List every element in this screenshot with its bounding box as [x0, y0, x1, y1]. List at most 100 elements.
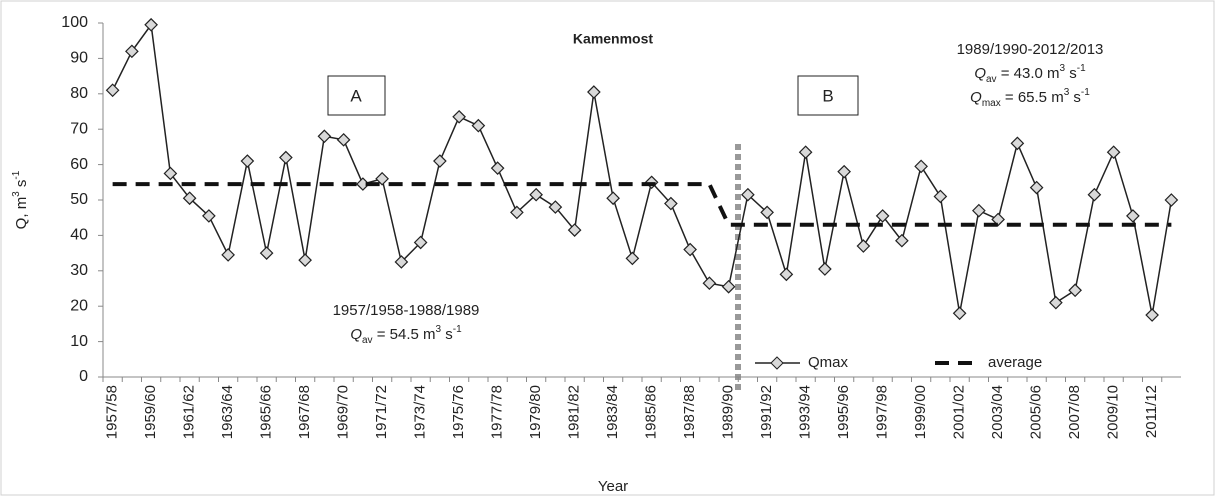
marker — [413, 235, 428, 250]
x-tick-label: 1981/82 — [566, 385, 583, 439]
average-line — [112, 182, 1172, 227]
x-tick-label: 1983/84 — [604, 385, 621, 439]
x-tick-label: 2009/10 — [1105, 385, 1122, 439]
x-tick-label: 1967/68 — [296, 385, 313, 439]
y-tick-label: 80 — [70, 85, 88, 102]
y-tick-label: 40 — [70, 227, 88, 244]
x-tick-label: 1961/62 — [181, 385, 198, 439]
marker — [202, 209, 216, 223]
x-tick-label: 2001/02 — [951, 385, 968, 439]
annotation: 1957/1958-1988/1989 — [333, 302, 480, 319]
legend-label: Qmax — [808, 354, 849, 371]
legend-marker — [770, 356, 784, 370]
x-tick-label: 1989/90 — [720, 385, 737, 439]
marker — [991, 212, 1005, 227]
x-tick-label: 1995/96 — [835, 385, 852, 439]
y-tick-label: 90 — [70, 50, 88, 67]
annotation: Qav = 43.0 m3 s-1 — [974, 63, 1086, 85]
y-tick-label: 60 — [70, 156, 88, 173]
marker — [163, 166, 178, 181]
y-tick-label: 20 — [70, 297, 88, 314]
marker — [529, 187, 543, 202]
marker — [317, 129, 332, 144]
x-tick-label: 1963/64 — [219, 385, 236, 439]
marker — [606, 191, 620, 206]
marker — [1164, 193, 1179, 207]
marker — [741, 187, 755, 202]
marker — [433, 154, 447, 168]
marker — [375, 171, 389, 186]
y-tick-label: 100 — [61, 14, 88, 31]
marker — [144, 17, 158, 32]
x-tick-label: 1999/00 — [912, 385, 929, 439]
marker — [875, 209, 890, 223]
marker — [721, 279, 736, 294]
marker — [1010, 136, 1025, 151]
legend-label: average — [988, 354, 1042, 371]
y-tick-label: 70 — [70, 120, 88, 137]
x-tick-label: 1997/98 — [874, 385, 891, 439]
x-tick-label: 1979/80 — [527, 385, 544, 439]
x-tick-label: 1957/58 — [104, 385, 121, 439]
period-label: B — [822, 86, 833, 105]
legend-box — [749, 352, 1119, 374]
marker — [279, 150, 293, 165]
y-axis-title: Q, m3 s-1 — [11, 170, 30, 229]
x-tick-label: 2005/06 — [1028, 385, 1045, 439]
marker — [702, 276, 717, 291]
marker — [933, 189, 948, 204]
marker — [452, 109, 466, 124]
marker — [221, 248, 235, 262]
marker — [1068, 283, 1082, 298]
annotation: Qav = 54.5 m3 s-1 — [350, 324, 462, 346]
marker — [914, 159, 928, 174]
marker — [567, 223, 582, 237]
y-tick-label: 30 — [70, 262, 88, 279]
marker — [952, 306, 967, 321]
period-box — [327, 75, 386, 116]
x-tick-label: 1975/76 — [450, 385, 467, 439]
x-tick-label: 1971/72 — [373, 385, 390, 439]
marker — [548, 200, 563, 214]
x-tick-label: 1959/60 — [142, 385, 159, 439]
marker — [1087, 187, 1102, 202]
marker — [240, 154, 255, 168]
period-box — [797, 75, 859, 116]
x-tick-label: 1985/86 — [643, 385, 660, 439]
y-tick-label: 10 — [70, 333, 88, 350]
marker — [972, 203, 986, 218]
marker — [1029, 180, 1044, 195]
marker — [490, 161, 505, 175]
marker — [259, 246, 274, 260]
marker — [760, 205, 774, 220]
x-tick-label: 1993/94 — [797, 385, 814, 439]
period-label: A — [350, 86, 362, 105]
marker — [818, 262, 832, 276]
x-tick-label: 2003/04 — [989, 385, 1006, 439]
marker — [837, 164, 851, 179]
marker — [895, 233, 909, 248]
y-tick-label: 50 — [70, 191, 88, 208]
x-tick-label: 1977/78 — [489, 385, 506, 439]
marker — [587, 85, 601, 99]
marker — [182, 191, 197, 206]
marker — [1049, 295, 1063, 310]
marker — [1126, 209, 1140, 223]
marker — [510, 205, 524, 220]
marker — [798, 145, 813, 160]
annotation: 1989/1990-2012/2013 — [957, 41, 1104, 58]
marker — [125, 44, 139, 59]
marker — [394, 255, 409, 269]
x-tick-label: 1969/70 — [335, 385, 352, 439]
marker — [105, 83, 120, 98]
x-tick-label: 2011/12 — [1143, 385, 1160, 438]
marker — [336, 132, 351, 147]
marker — [856, 239, 871, 253]
x-tick-label: 1987/88 — [681, 385, 698, 439]
marker — [625, 251, 640, 266]
marker — [471, 118, 486, 133]
marker — [298, 253, 312, 268]
chart-title: Kamenmost — [573, 31, 653, 47]
